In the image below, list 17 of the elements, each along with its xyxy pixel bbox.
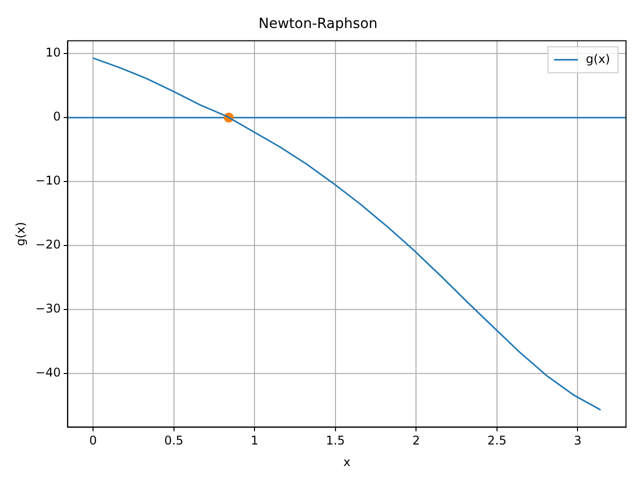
x-tick-label: 2	[412, 434, 420, 448]
x-tick-label: 3	[574, 434, 582, 448]
legend-label: g(x)	[586, 52, 610, 66]
x-tick-label: 1	[250, 434, 258, 448]
y-tick-label: 10	[45, 46, 61, 60]
y-axis-title: g(x)	[13, 222, 28, 246]
y-tick-label: 0	[53, 110, 61, 124]
y-tick-label: −40	[35, 366, 61, 380]
y-tick-label: −10	[35, 174, 61, 188]
y-tick-label: −30	[35, 302, 61, 316]
x-tick-label: 2.5	[487, 434, 506, 448]
x-tick-label: 0	[89, 434, 97, 448]
x-tick-label: 1.5	[326, 434, 345, 448]
x-tick-label: 0.5	[164, 434, 184, 448]
y-tick-label: −20	[35, 238, 61, 252]
chart-title: Newton-Raphson	[258, 16, 378, 32]
x-axis-title: x	[343, 454, 350, 469]
